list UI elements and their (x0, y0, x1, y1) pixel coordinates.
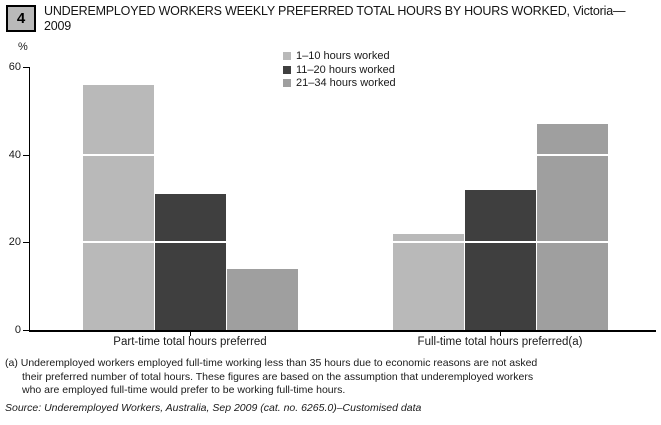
bar-group-part-time (83, 67, 298, 330)
footnote-line-3: who are employed full-time would prefer … (22, 384, 346, 396)
y-tick-20 (23, 242, 29, 243)
legend-label-11-20: 11–20 hours worked (296, 63, 395, 76)
legend-swatch-21-34-icon (283, 79, 291, 87)
bar-group1-series1 (465, 190, 536, 330)
y-axis-unit-label: % (18, 41, 28, 53)
x-axis-line (29, 330, 656, 332)
bar-group1-series2 (537, 124, 608, 330)
legend-item-1-10: 1–10 hours worked (283, 51, 396, 62)
category-label-part-time: Part-time total hours preferred (113, 336, 267, 348)
bar-group-full-time (393, 67, 608, 330)
y-tick-60 (23, 67, 29, 68)
y-tick-label-60: 60 (8, 61, 21, 73)
chart-title-line2: 2009 (44, 19, 72, 33)
source-note: Source: Underemployed Workers, Australia… (5, 402, 422, 414)
white-gridline-20 (30, 241, 656, 243)
legend-label-1-10: 1–10 hours worked (296, 50, 390, 62)
figure-number-badge: 4 (6, 5, 36, 32)
white-gridline-40 (30, 154, 656, 156)
bar-group0-series0 (83, 85, 154, 330)
y-tick-label-0: 0 (14, 324, 21, 336)
footnote-line-2: their preferred number of total hours. T… (22, 370, 534, 383)
category-label-full-time: Full-time total hours preferred(a) (417, 336, 583, 348)
y-axis-line (29, 67, 30, 331)
y-tick-0 (23, 330, 29, 331)
chart-title: UNDEREMPLOYED WORKERS WEEKLY PREFERRED T… (44, 4, 656, 34)
y-tick-label-20: 20 (8, 236, 21, 248)
footnote-a: (a) Underemployed workers employed full-… (5, 357, 653, 398)
legend-swatch-11-20-icon (283, 65, 291, 74)
bar-group0-series1 (155, 194, 226, 330)
legend-swatch-1-10-icon (283, 52, 291, 60)
x-axis-tick-part-time (190, 332, 191, 336)
legend: 1–10 hours worked 11–20 hours worked 21–… (283, 51, 396, 92)
x-axis-tick-full-time (500, 332, 501, 336)
legend-item-11-20: 11–20 hours worked (283, 63, 396, 76)
footnote-line-1: (a) Underemployed workers employed full-… (5, 357, 538, 369)
legend-item-21-34: 21–34 hours worked (283, 78, 396, 89)
y-tick-40 (23, 155, 29, 156)
legend-label-21-34: 21–34 hours worked (296, 77, 396, 89)
bar-group0-series2 (227, 269, 298, 330)
y-tick-label-40: 40 (8, 149, 21, 161)
chart-title-line1: UNDEREMPLOYED WORKERS WEEKLY PREFERRED T… (44, 4, 626, 18)
bar-group1-series0 (393, 234, 464, 330)
